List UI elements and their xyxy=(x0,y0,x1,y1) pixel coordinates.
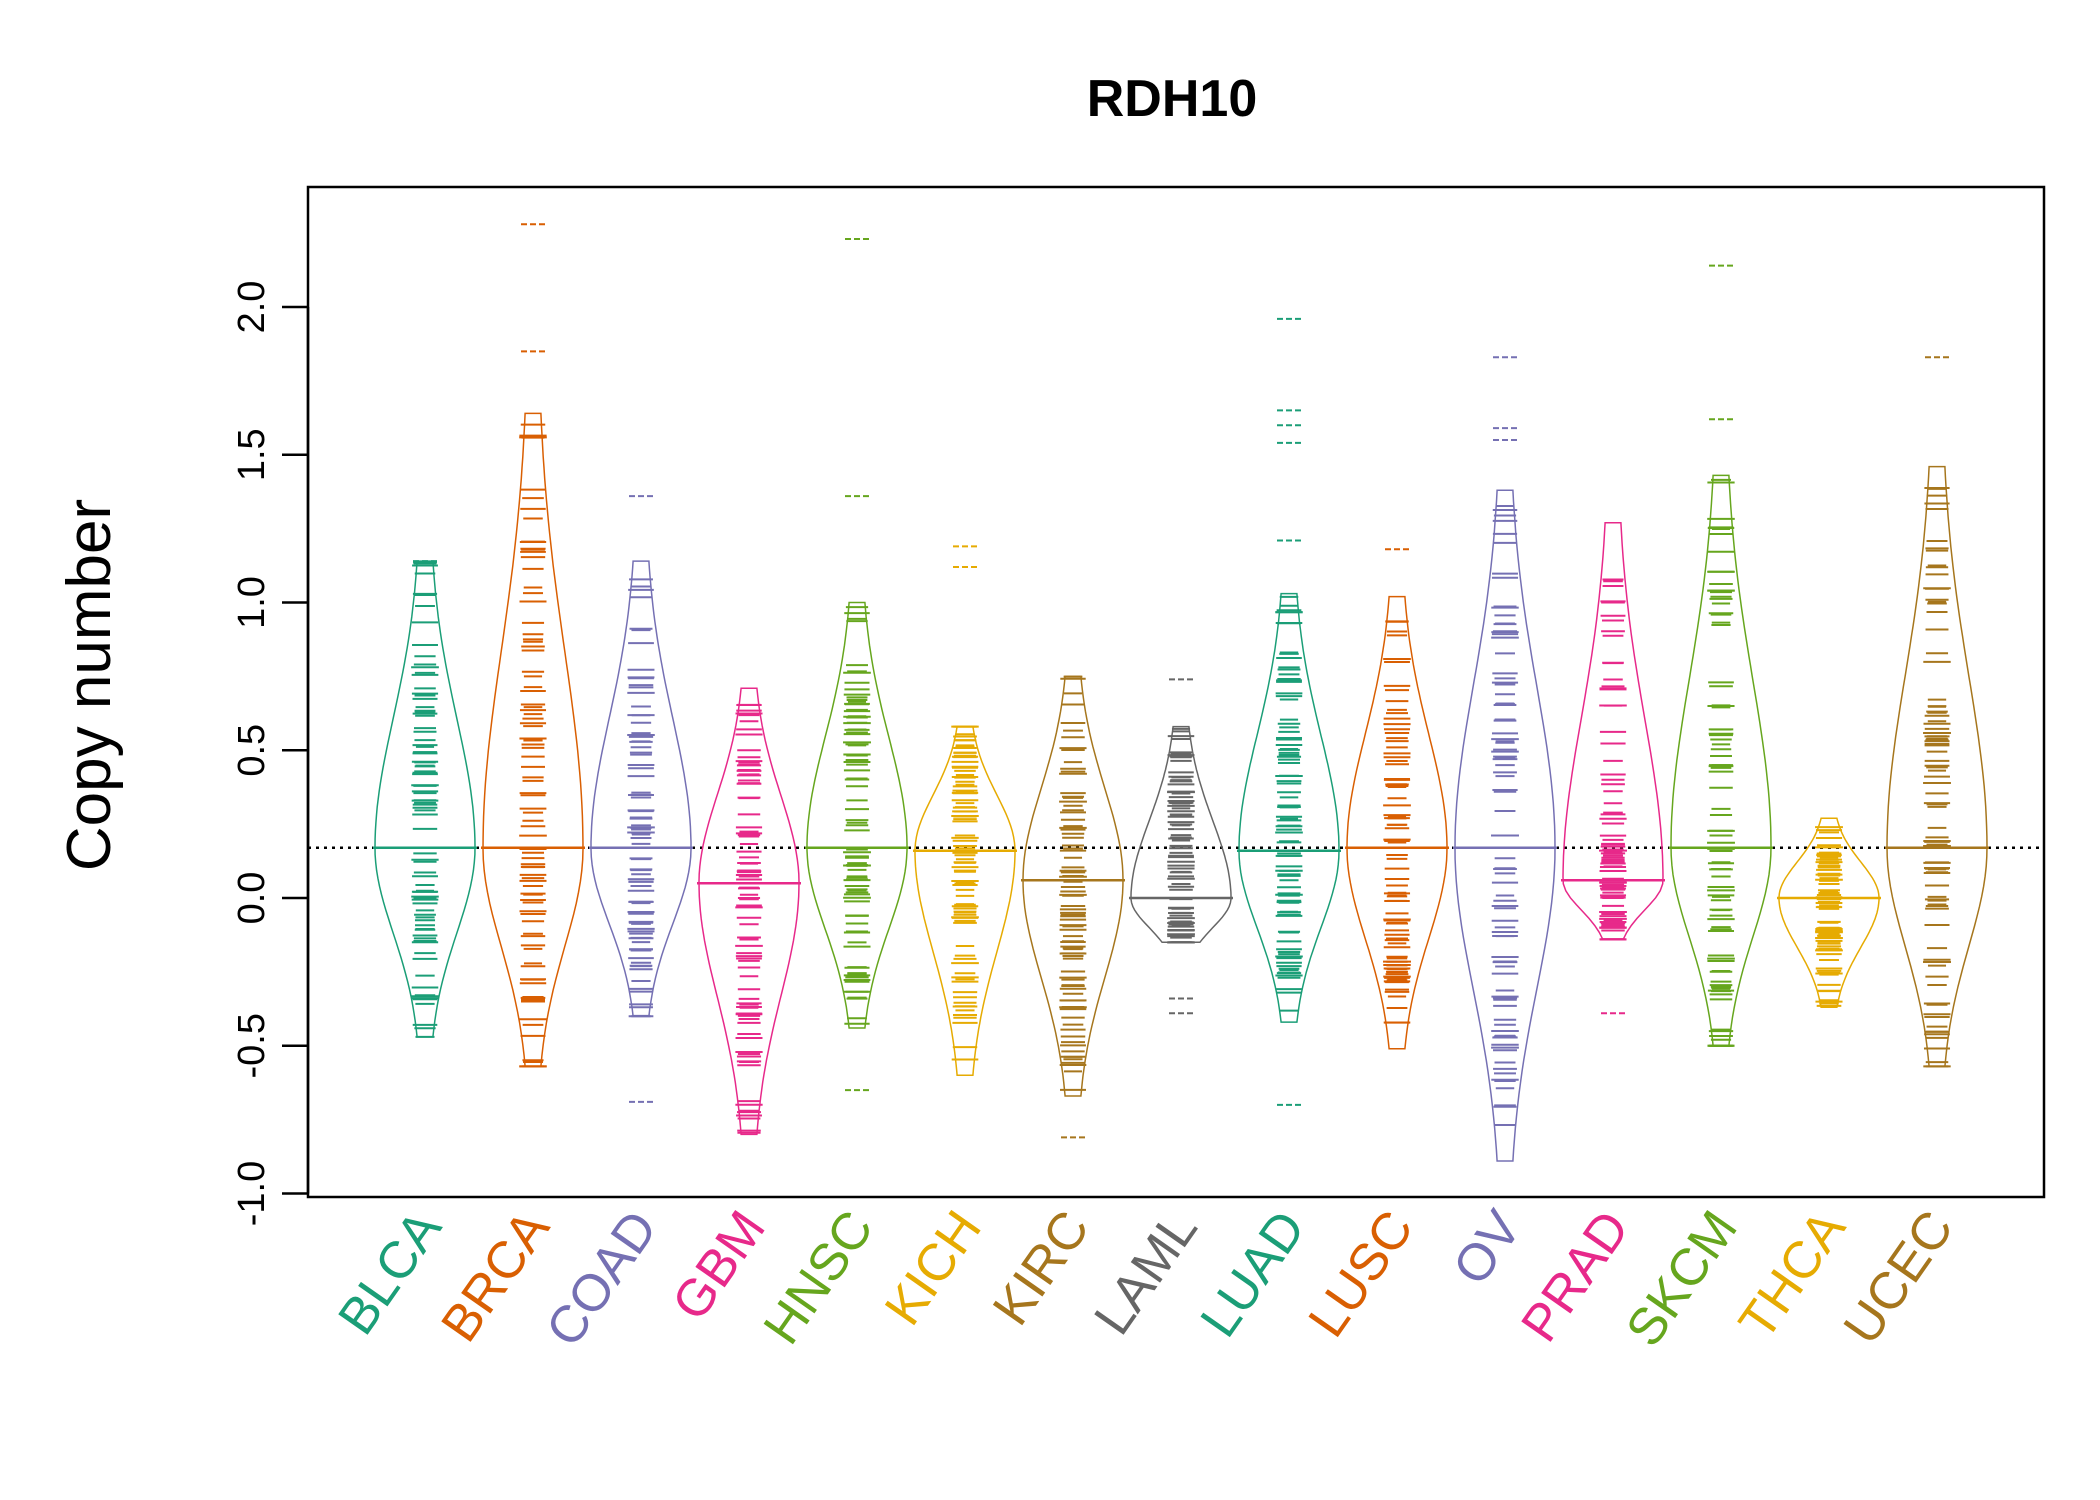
plot-frame xyxy=(306,185,2046,1199)
bean-outline xyxy=(698,687,800,1136)
x-tick-label-brca: BRCA xyxy=(430,1200,561,1352)
bean-brca xyxy=(481,223,585,1068)
x-tick-label-coad: COAD xyxy=(535,1201,669,1357)
x-tick-label-hnsc: HNSC xyxy=(753,1201,885,1355)
x-tick-label-thca: THCA xyxy=(1728,1200,1857,1349)
chart-title: RDH10 xyxy=(1087,70,1258,128)
x-tick-label-kirc: KIRC xyxy=(982,1201,1101,1336)
plot-area: -1.0-0.50.00.51.01.52.0BLCABRCACOADGBMHN… xyxy=(231,185,2046,1357)
bean-outline xyxy=(374,560,476,1038)
bean-blca xyxy=(373,560,477,1038)
bean-laml xyxy=(1129,678,1233,1015)
bean-outline xyxy=(482,412,584,1068)
y-tick-label: 1.0 xyxy=(231,576,273,629)
y-tick-label: -1.0 xyxy=(231,1161,273,1226)
y-tick-label: 0.0 xyxy=(231,872,273,925)
x-tick-label-skcm: SKCM xyxy=(1615,1201,1749,1357)
bean-lusc xyxy=(1345,548,1449,1050)
bean-ov xyxy=(1453,356,1557,1162)
x-tick-label-ucec: UCEC xyxy=(1833,1201,1965,1355)
bean-skcm xyxy=(1669,264,1773,1047)
bean-outline xyxy=(1670,474,1772,1047)
bean-outline xyxy=(806,601,908,1029)
bean-kich xyxy=(913,545,1017,1077)
bean-outline xyxy=(1886,465,1988,1068)
y-axis: -1.0 -0.5 0.0 0.5 1.0 1.5 2.0 xyxy=(231,281,310,1226)
bean-outline xyxy=(1562,521,1664,941)
y-tick-label: 0.5 xyxy=(231,724,273,777)
bean-kirc xyxy=(1021,675,1125,1139)
bean-outline xyxy=(1130,725,1232,944)
x-tick-label-kich: KICH xyxy=(874,1201,993,1336)
bean-gbm xyxy=(697,687,801,1136)
y-tick-label: 2.0 xyxy=(231,281,273,334)
y-axis-label: Copy number xyxy=(55,499,124,871)
bean-outline xyxy=(1454,489,1556,1162)
y-tick-label: 1.5 xyxy=(231,428,273,481)
x-tick-label-ov: OV xyxy=(1442,1200,1533,1295)
x-tick-label-laml: LAML xyxy=(1083,1201,1208,1346)
x-tick-label-luad: LUAD xyxy=(1190,1201,1317,1348)
bean-ucec xyxy=(1885,356,1989,1068)
bean-outline xyxy=(590,560,692,1017)
x-tick-label-blca: BLCA xyxy=(327,1200,453,1345)
bean-outline xyxy=(1778,817,1880,1009)
bean-thca xyxy=(1777,817,1881,1009)
bean-prad xyxy=(1561,521,1665,1015)
bean-hnsc xyxy=(805,238,909,1092)
bean-luad xyxy=(1237,317,1341,1106)
x-tick-label-prad: PRAD xyxy=(1510,1201,1640,1353)
bean-outline xyxy=(1346,595,1448,1050)
bean-coad xyxy=(589,495,693,1103)
y-tick-label: -0.5 xyxy=(231,1013,273,1078)
bean-outline xyxy=(1238,592,1340,1023)
x-tick-label-lusc: LUSC xyxy=(1298,1201,1425,1348)
